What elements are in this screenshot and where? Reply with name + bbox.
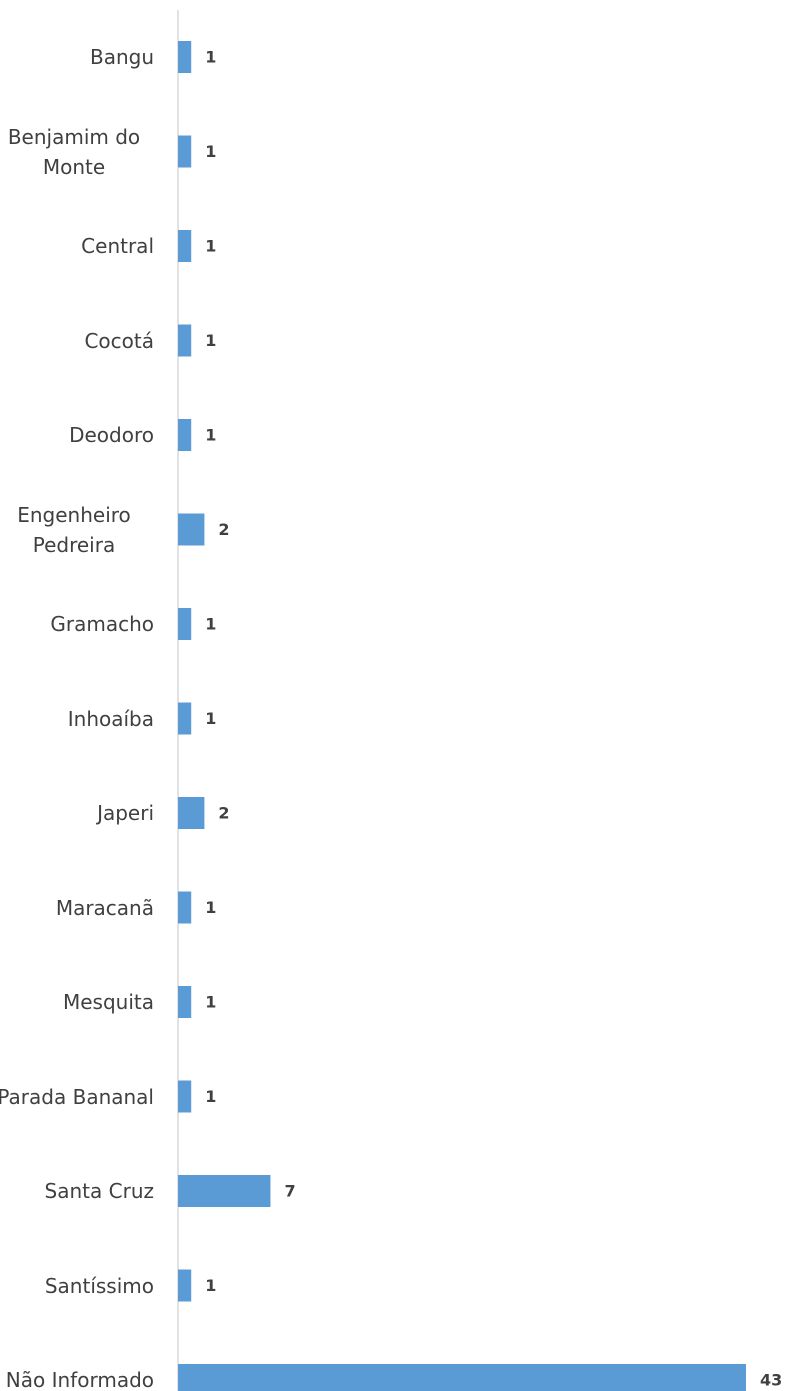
category-label-box: Engenheiro Pedreira [0,500,154,560]
category-label: Gramacho [50,612,154,636]
category-label-box: Deodoro [0,420,154,450]
category-label-box: Central [0,231,154,261]
value-label: 1 [205,426,216,445]
value-label: 2 [218,520,229,539]
value-label: 1 [205,48,216,67]
value-label: 1 [205,615,216,634]
value-label: 1 [205,142,216,161]
value-label: 7 [284,1182,295,1201]
bar [178,513,205,546]
value-label: 1 [205,898,216,917]
bar [178,1080,192,1113]
bar [178,1269,192,1302]
bar [178,608,192,640]
category-label: Bangu [89,45,154,69]
value-label: 1 [205,993,216,1012]
category-label-box: Não Informado [0,1365,154,1391]
category-label-box: Cocotá [0,326,154,356]
category-label: Parada Bananal [0,1084,154,1109]
category-label-box: Gramacho [0,609,154,639]
category-label-box: Japeri [0,798,154,828]
category-label: Santíssimo [44,1273,154,1298]
value-label: 1 [205,709,216,728]
bar [178,1175,271,1207]
value-label: 1 [205,1276,216,1295]
bar [178,986,192,1018]
category-label-box: Parada Bananal [0,1082,154,1112]
category-label-box: Benjamim do Monte [0,122,154,182]
category-label-box: Maracanã [0,893,154,923]
value-label: 1 [205,1087,216,1106]
bar [178,324,192,357]
bar [178,419,192,451]
category-label: Inhoaíba [67,706,154,731]
category-label: Engenheiro Pedreira [17,502,131,557]
bar [178,41,192,73]
value-label: 1 [205,237,216,256]
category-label-box: Santíssimo [0,1271,154,1301]
category-label-box: Mesquita [0,987,154,1017]
bar [178,135,192,168]
category-label: Não Informado [5,1368,154,1391]
bar [178,797,205,829]
value-label: 1 [205,331,216,350]
category-label: Japeri [97,801,154,825]
category-label-box: Santa Cruz [0,1176,154,1206]
bar [178,891,192,924]
category-label: Mesquita [62,990,154,1014]
value-label: 43 [760,1371,782,1390]
category-label: Benjamim do Monte [7,124,141,179]
category-label: Maracanã [55,895,154,920]
bar [178,1364,746,1391]
category-label: Santa Cruz [44,1179,154,1203]
category-label-box: Bangu [0,42,154,72]
bar [178,230,192,262]
category-label-box: Inhoaíba [0,704,154,734]
category-label: Central [81,234,154,258]
value-label: 2 [218,804,229,823]
bar [178,702,192,735]
category-label: Deodoro [69,423,154,447]
category-label: Cocotá [84,328,154,353]
